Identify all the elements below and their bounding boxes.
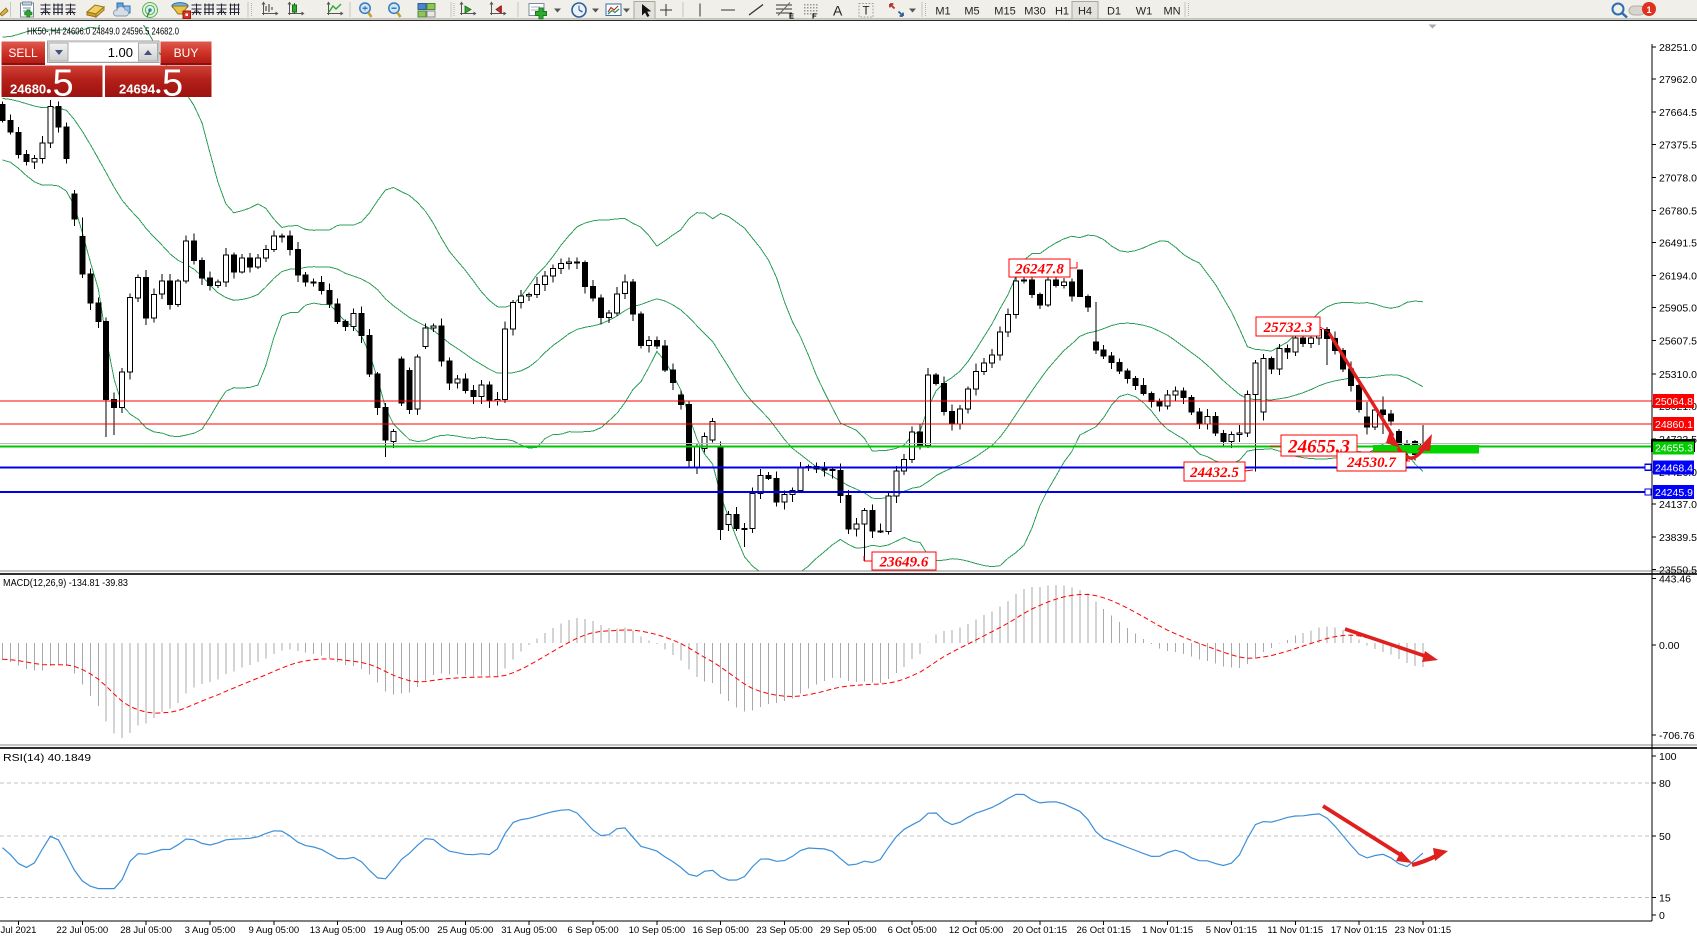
svg-text:E: E	[789, 12, 794, 21]
svg-text:24245.9: 24245.9	[1655, 487, 1693, 499]
svg-text:25310.0: 25310.0	[1659, 369, 1697, 381]
svg-text:25064.8: 25064.8	[1655, 396, 1693, 408]
svg-text:5: 5	[53, 63, 74, 105]
svg-text:26780.5: 26780.5	[1659, 205, 1697, 217]
svg-text:24694: 24694	[119, 82, 156, 97]
svg-text:12 Oct 05:00: 12 Oct 05:00	[949, 925, 1003, 936]
svg-text:1.00: 1.00	[108, 45, 133, 60]
svg-text:19 Aug 05:00: 19 Aug 05:00	[374, 925, 430, 936]
svg-text:24655.3: 24655.3	[1287, 436, 1350, 457]
svg-text:MN: MN	[1163, 6, 1180, 18]
svg-text:26 Oct 01:15: 26 Oct 01:15	[1076, 925, 1130, 936]
svg-text:24468.4: 24468.4	[1655, 462, 1693, 474]
svg-text:23 Nov 01:15: 23 Nov 01:15	[1395, 925, 1452, 936]
svg-text:M1: M1	[935, 6, 950, 18]
svg-text:9 Aug 05:00: 9 Aug 05:00	[248, 925, 299, 936]
svg-text:3 Aug 05:00: 3 Aug 05:00	[185, 925, 236, 936]
svg-text:23 Sep 05:00: 23 Sep 05:00	[756, 925, 813, 936]
svg-text:6 Oct 05:00: 6 Oct 05:00	[888, 925, 937, 936]
svg-text:A: A	[833, 3, 843, 19]
svg-text:1: 1	[1646, 5, 1651, 15]
svg-text:31 Aug 05:00: 31 Aug 05:00	[501, 925, 557, 936]
svg-text:28 Jul 05:00: 28 Jul 05:00	[120, 925, 172, 936]
svg-text:11 Nov 01:15: 11 Nov 01:15	[1267, 925, 1323, 936]
svg-text:16 Sep 05:00: 16 Sep 05:00	[692, 925, 749, 936]
svg-text:T: T	[863, 6, 870, 18]
svg-text:23550.5: 23550.5	[1659, 564, 1697, 576]
svg-text:0.00: 0.00	[1659, 640, 1680, 652]
svg-text:M30: M30	[1024, 6, 1045, 18]
svg-text:20 Oct 01:15: 20 Oct 01:15	[1013, 925, 1067, 936]
svg-text:25732.3: 25732.3	[1263, 320, 1313, 336]
svg-text:28251.0: 28251.0	[1659, 42, 1697, 54]
svg-text:25 Aug 05:00: 25 Aug 05:00	[437, 925, 493, 936]
svg-text:24137.0: 24137.0	[1659, 499, 1697, 511]
svg-text:H1: H1	[1055, 6, 1069, 18]
svg-text:RSI(14) 40.1849: RSI(14) 40.1849	[3, 753, 92, 764]
svg-text:15: 15	[1659, 892, 1671, 904]
svg-text:25607.5: 25607.5	[1659, 336, 1697, 348]
svg-text:23649.6: 23649.6	[879, 554, 929, 570]
svg-text:W1: W1	[1136, 6, 1153, 18]
svg-text:H4: H4	[1078, 6, 1092, 18]
svg-text:27078.0: 27078.0	[1659, 172, 1697, 184]
svg-text:SELL: SELL	[8, 46, 38, 60]
svg-text:25905.0: 25905.0	[1659, 303, 1697, 315]
svg-text:5: 5	[162, 63, 183, 105]
svg-text:6 Sep 05:00: 6 Sep 05:00	[567, 925, 618, 936]
svg-text:50: 50	[1659, 831, 1671, 843]
svg-text:Jul 2021: Jul 2021	[1, 925, 37, 936]
svg-text:BUY: BUY	[174, 46, 199, 60]
svg-text:M5: M5	[964, 6, 979, 18]
svg-text:MACD(12,26,9) -134.81 -39.83: MACD(12,26,9) -134.81 -39.83	[3, 578, 128, 589]
svg-text:5 Nov 01:15: 5 Nov 01:15	[1206, 925, 1257, 936]
svg-text:22 Jul 05:00: 22 Jul 05:00	[56, 925, 108, 936]
svg-text:26247.8: 26247.8	[1014, 261, 1064, 277]
svg-text:26194.0: 26194.0	[1659, 271, 1697, 283]
svg-text:27962.0: 27962.0	[1659, 74, 1697, 86]
svg-text:-706.76: -706.76	[1659, 730, 1695, 742]
svg-text:HK50-,H4 24606.0 24849.0 2459: HK50-,H4 24606.0 24849.0 24596.5 24682.0	[27, 26, 179, 38]
svg-text:13 Aug 05:00: 13 Aug 05:00	[310, 925, 366, 936]
svg-text:27375.5: 27375.5	[1659, 139, 1697, 151]
svg-text:24860.1: 24860.1	[1655, 419, 1693, 431]
svg-text:0: 0	[1659, 910, 1665, 922]
svg-text:27664.5: 27664.5	[1659, 107, 1697, 119]
svg-text:24432.5: 24432.5	[1189, 465, 1239, 481]
svg-text:24530.7: 24530.7	[1346, 455, 1396, 471]
svg-text:26491.5: 26491.5	[1659, 238, 1697, 250]
svg-text:23839.5: 23839.5	[1659, 532, 1697, 544]
svg-text:F: F	[812, 12, 817, 21]
svg-text:10 Sep 05:00: 10 Sep 05:00	[629, 925, 686, 936]
svg-text:17 Nov 01:15: 17 Nov 01:15	[1331, 925, 1388, 936]
svg-text:29 Sep 05:00: 29 Sep 05:00	[820, 925, 877, 936]
svg-text:M15: M15	[994, 6, 1015, 18]
svg-text:100: 100	[1659, 751, 1677, 763]
svg-text:443.46: 443.46	[1659, 574, 1691, 586]
svg-text:1 Nov 01:15: 1 Nov 01:15	[1142, 925, 1193, 936]
svg-text:80: 80	[1659, 778, 1671, 790]
svg-text:24680: 24680	[10, 82, 46, 97]
svg-text:24655.3: 24655.3	[1655, 443, 1693, 455]
svg-text:D1: D1	[1107, 6, 1121, 18]
